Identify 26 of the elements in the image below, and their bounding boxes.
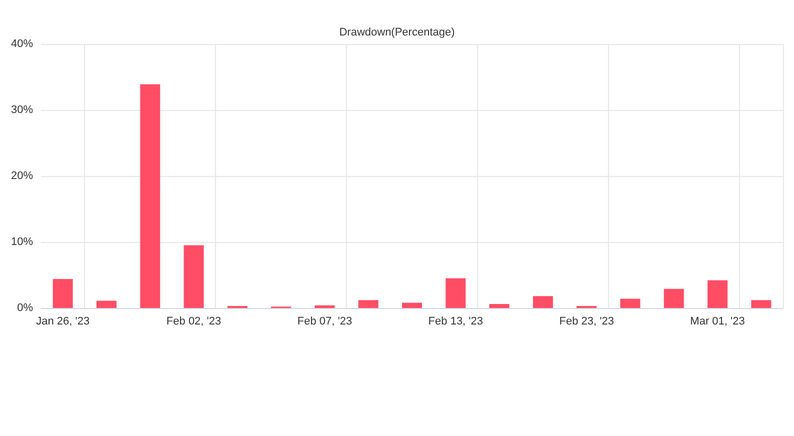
- bar: [140, 84, 160, 308]
- bar: [314, 305, 335, 308]
- bar: [184, 245, 204, 308]
- chart-title: Drawdown(Percentage): [339, 26, 455, 38]
- bar: [751, 300, 772, 308]
- bar: [708, 280, 728, 308]
- bar: [489, 304, 510, 308]
- y-tick-label: 20%: [10, 170, 34, 182]
- y-tick-label: 40%: [10, 38, 34, 50]
- bar: [402, 302, 422, 308]
- bar: [52, 278, 73, 308]
- bar: [620, 298, 640, 308]
- x-tick-label: Feb 13, '23: [428, 316, 484, 328]
- bar: [532, 296, 553, 308]
- bar: [96, 300, 116, 308]
- bar: [358, 300, 378, 308]
- y-tick-label: 0%: [17, 302, 34, 314]
- y-tick-label: 10%: [10, 236, 34, 248]
- x-tick-label: Mar 01, '23: [690, 316, 745, 328]
- x-tick-label: Feb 07, '23: [297, 316, 352, 328]
- bar: [446, 278, 466, 308]
- x-tick-label: Feb 23, '23: [559, 316, 614, 328]
- x-tick-label: Feb 02, '23: [166, 316, 222, 328]
- y-tick-label: 30%: [10, 104, 34, 116]
- x-tick-label: Jan 26, '23: [36, 316, 90, 328]
- bar: [664, 288, 684, 308]
